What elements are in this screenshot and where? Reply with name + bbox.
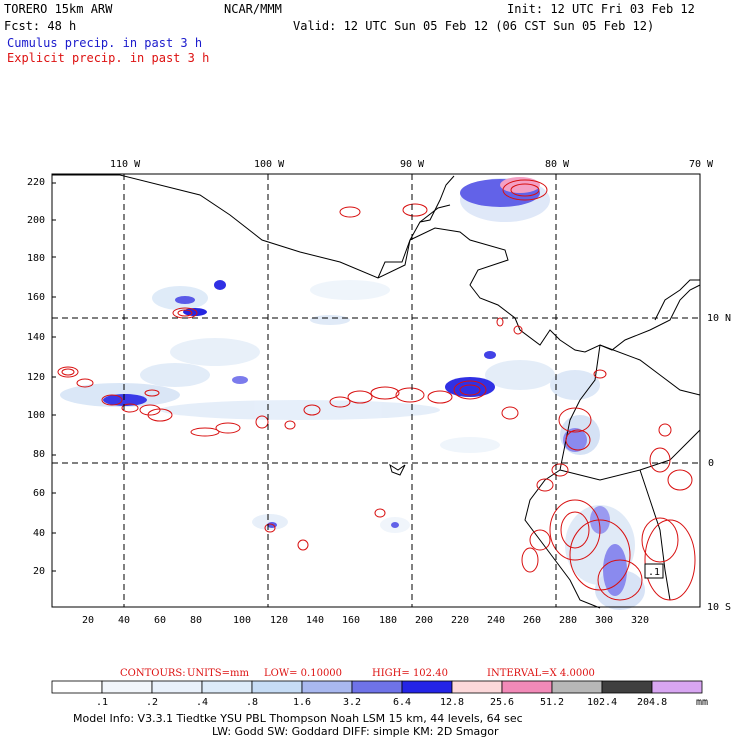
y-tick: 100 bbox=[27, 410, 46, 421]
colorbar-swatch bbox=[101, 680, 153, 694]
cumulus-legend: Cumulus precip. in past 3 h bbox=[7, 36, 203, 50]
x-tick: 80 bbox=[190, 615, 203, 626]
colorbar-swatch bbox=[351, 680, 403, 694]
explicit-precip-contours bbox=[57, 179, 696, 601]
colorbar-unit: mm bbox=[696, 697, 709, 708]
y-tick: 20 bbox=[33, 566, 46, 577]
x-tick: 20 bbox=[82, 615, 95, 626]
colorbar-label: 3.2 bbox=[343, 697, 362, 708]
colorbar-label: .8 bbox=[246, 697, 259, 708]
high-label: HIGH= 102.40 bbox=[372, 668, 448, 679]
explicit-legend: Explicit precip. in past 3 h bbox=[7, 51, 210, 65]
colorbar-swatch bbox=[251, 680, 303, 694]
colorbar-label: 25.6 bbox=[490, 697, 515, 708]
x-tick: 180 bbox=[379, 615, 398, 626]
units-label: UNITS=mm bbox=[187, 668, 249, 679]
colorbar-swatch bbox=[651, 680, 703, 694]
colorbar-label: 1.6 bbox=[293, 697, 312, 708]
y-tick: 120 bbox=[27, 372, 46, 383]
colorbar-swatch bbox=[551, 680, 603, 694]
label-box bbox=[644, 563, 664, 579]
lon-label-90w: 90 W bbox=[400, 159, 425, 170]
colorbar-swatch bbox=[451, 680, 503, 694]
x-tick: 240 bbox=[487, 615, 506, 626]
x-tick: 320 bbox=[631, 615, 650, 626]
latlon-grid bbox=[52, 174, 700, 607]
valid-time: Valid: 12 UTC Sun 05 Feb 12 (06 CST Sun … bbox=[293, 19, 655, 33]
colorbar-label: 51.2 bbox=[540, 697, 565, 708]
axis-ticks bbox=[52, 182, 56, 572]
x-tick: 120 bbox=[270, 615, 289, 626]
colorbar-label: .4 bbox=[196, 697, 209, 708]
x-tick: 260 bbox=[523, 615, 542, 626]
x-tick: 300 bbox=[595, 615, 614, 626]
lat-label-0: 0 bbox=[708, 458, 715, 469]
y-tick: 80 bbox=[33, 449, 46, 460]
colorbar-swatch bbox=[201, 680, 253, 694]
colorbar-swatch bbox=[51, 680, 103, 694]
colorbar-label: 12.8 bbox=[440, 697, 465, 708]
box-label: .1 bbox=[648, 567, 661, 578]
x-tick: 280 bbox=[559, 615, 578, 626]
interval-label: INTERVAL=X 4.0000 bbox=[487, 668, 595, 679]
colorbar-swatch bbox=[501, 680, 553, 694]
y-tick: 160 bbox=[27, 292, 46, 303]
contours-label: CONTOURS: bbox=[120, 668, 186, 679]
organization: NCAR/MMM bbox=[224, 2, 282, 16]
colorbar-swatch bbox=[151, 680, 203, 694]
model-info-line1: Model Info: V3.3.1 Tiedtke YSU PBL Thomp… bbox=[73, 712, 523, 725]
x-tick: 220 bbox=[451, 615, 470, 626]
colorbar-swatch bbox=[401, 680, 453, 694]
colorbar-label: 204.8 bbox=[637, 697, 668, 708]
y-tick: 220 bbox=[27, 177, 46, 188]
lat-label-10n: 10 N bbox=[707, 313, 732, 324]
lon-label-100w: 100 W bbox=[254, 159, 285, 170]
x-tick: 140 bbox=[306, 615, 325, 626]
x-tick: 160 bbox=[342, 615, 361, 626]
low-label: LOW= 0.10000 bbox=[264, 668, 343, 679]
y-tick: 140 bbox=[27, 332, 46, 343]
init-time: Init: 12 UTC Fri 03 Feb 12 bbox=[507, 2, 695, 16]
x-tick: 200 bbox=[415, 615, 434, 626]
y-tick: 40 bbox=[33, 528, 46, 539]
lon-label-80w: 80 W bbox=[545, 159, 570, 170]
lon-label-70w: 70 W bbox=[689, 159, 714, 170]
map-frame bbox=[51, 173, 701, 608]
y-tick: 180 bbox=[27, 253, 46, 264]
y-tick: 200 bbox=[27, 215, 46, 226]
colorbar-swatch bbox=[301, 680, 353, 694]
colorbar-label: 6.4 bbox=[393, 697, 412, 708]
lat-label-10s: 10 S bbox=[707, 602, 732, 613]
forecast-hour: Fcst: 48 h bbox=[4, 19, 77, 33]
colorbar bbox=[51, 680, 703, 694]
colorbar-label: .1 bbox=[96, 697, 109, 708]
x-tick: 60 bbox=[154, 615, 167, 626]
cumulus-precip-shading bbox=[60, 178, 645, 610]
model-info-line2: LW: Godd SW: Goddard DIFF: simple KM: 2D… bbox=[212, 725, 499, 738]
y-tick: 60 bbox=[33, 488, 46, 499]
colorbar-label: .2 bbox=[146, 697, 159, 708]
model-title: TORERO 15km ARW bbox=[4, 2, 113, 16]
lon-label-110w: 110 W bbox=[110, 159, 141, 170]
colorbar-swatch bbox=[601, 680, 653, 694]
x-tick: 40 bbox=[118, 615, 131, 626]
colorbar-label: 102.4 bbox=[587, 697, 618, 708]
coastlines bbox=[52, 174, 701, 609]
x-tick: 100 bbox=[233, 615, 252, 626]
